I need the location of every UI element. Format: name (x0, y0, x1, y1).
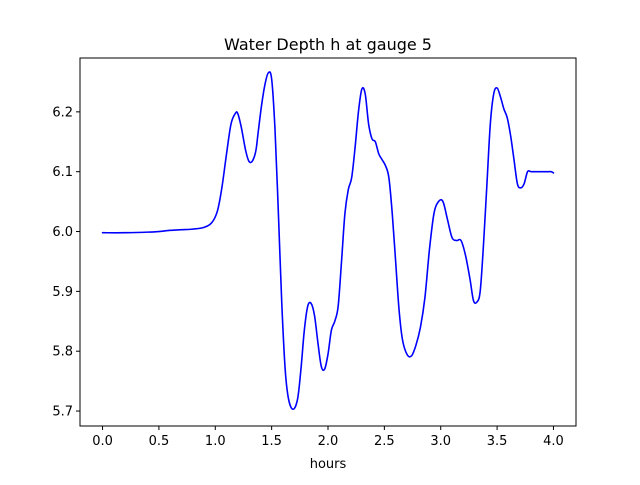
x-tick-label: 3.5 (487, 434, 508, 449)
plot-area (80, 58, 576, 426)
y-tick-label: 5.9 (52, 285, 73, 300)
series-layer (101, 71, 555, 411)
y-tick-label: 6.2 (52, 105, 73, 120)
x-tick-label: 2.0 (318, 434, 339, 449)
y-tick-label: 5.8 (52, 345, 73, 360)
y-tick-label: 6.1 (52, 165, 73, 180)
chart-title: Water Depth h at gauge 5 (224, 35, 432, 54)
x-axis: 0.0 0.5 1.0 1.5 2.0 2.5 3.0 3.5 4.0 (92, 426, 564, 449)
x-tick-label: 1.5 (261, 434, 282, 449)
x-axis-label: hours (310, 457, 347, 472)
y-tick-label: 6.0 (52, 225, 73, 240)
x-tick-label: 4.0 (543, 434, 564, 449)
series-line-0 (101, 71, 555, 411)
x-tick-label: 0.5 (149, 434, 170, 449)
x-tick-label: 2.5 (374, 434, 395, 449)
x-tick-label: 1.0 (205, 434, 226, 449)
x-tick-label: 0.0 (92, 434, 113, 449)
y-axis: 5.7 5.8 5.9 6.0 6.1 6.2 (52, 105, 80, 420)
y-tick-label: 5.7 (52, 405, 73, 420)
x-tick-label: 3.0 (430, 434, 451, 449)
